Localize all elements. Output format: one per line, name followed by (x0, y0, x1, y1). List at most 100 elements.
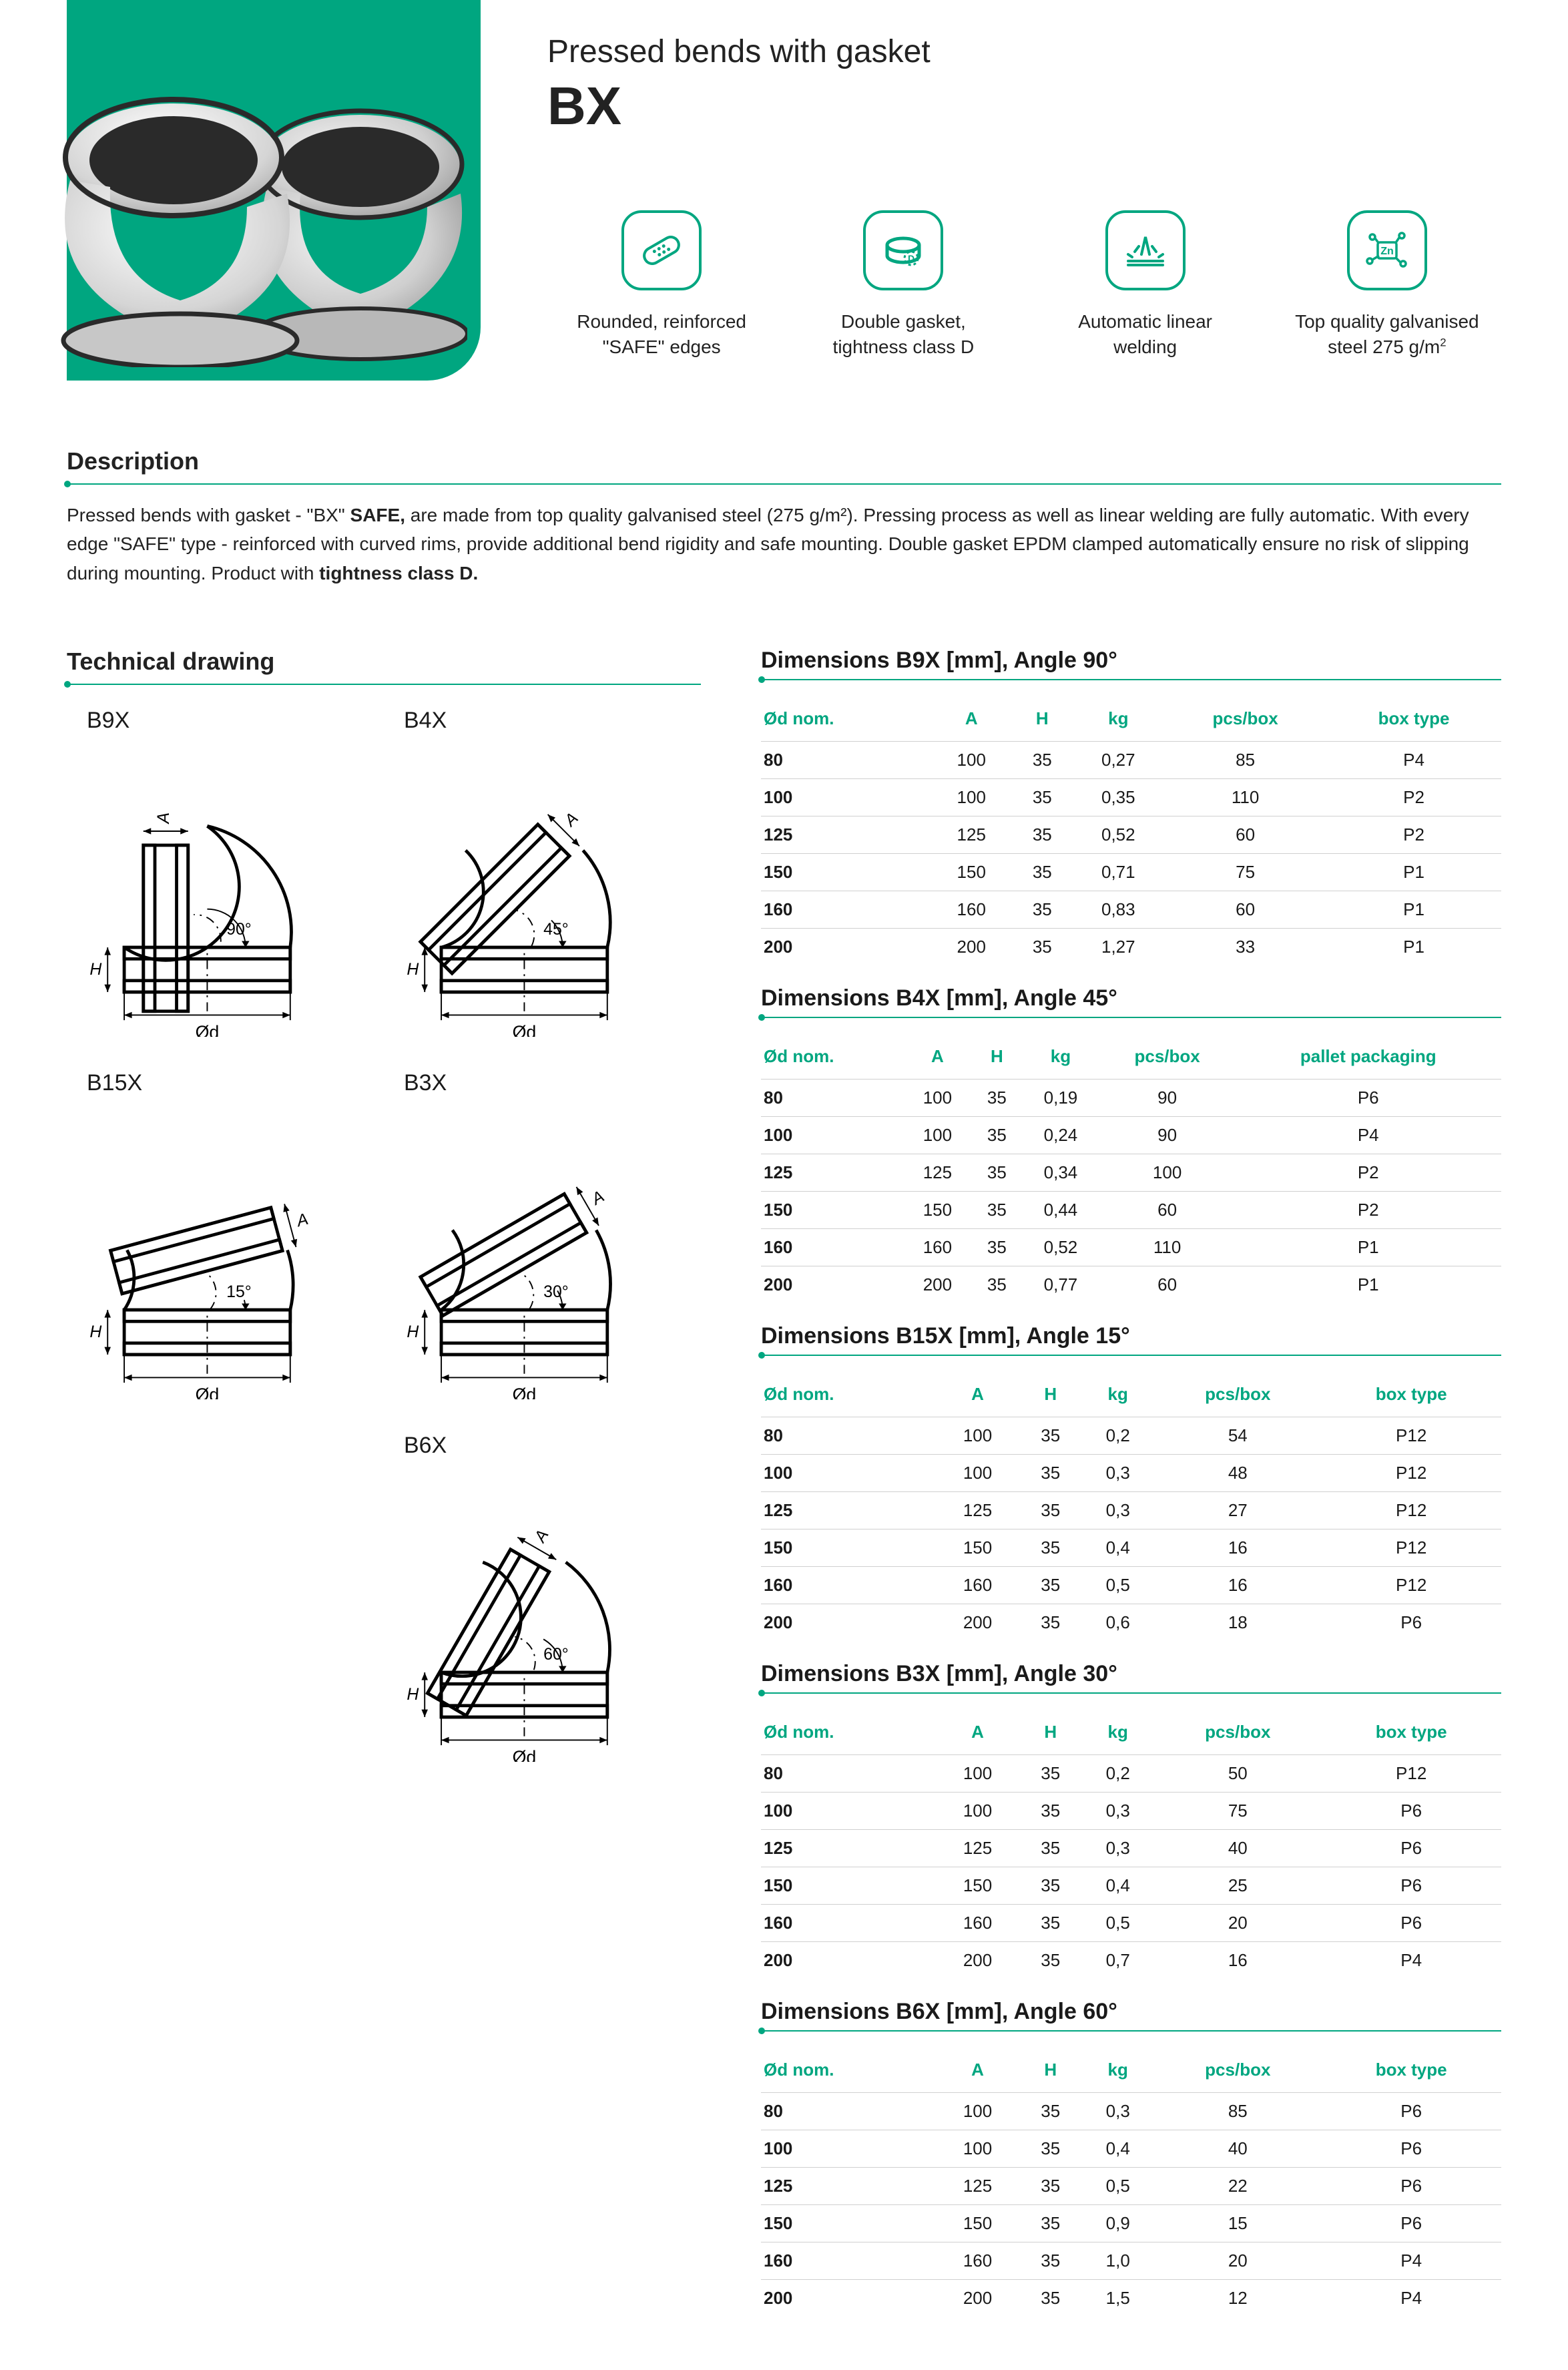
cell: 60 (1164, 891, 1326, 929)
cell: P1 (1235, 1266, 1501, 1304)
cell: P6 (1321, 1793, 1501, 1830)
cell: 18 (1154, 1604, 1321, 1642)
cell: P4 (1326, 742, 1501, 779)
table-row: 80100350,1990P6 (761, 1080, 1501, 1117)
cell: 125 (761, 2168, 936, 2205)
cell: 75 (1154, 1793, 1321, 1830)
cell: 33 (1164, 929, 1326, 966)
description-text: Pressed bends with gasket - "BX" SAFE, a… (67, 501, 1501, 587)
cell: 35 (1019, 1867, 1081, 1905)
col-header: Ød nom. (761, 1710, 936, 1755)
cell: 100 (931, 742, 1012, 779)
cell: 35 (972, 1192, 1023, 1229)
col-header: box type (1326, 696, 1501, 742)
hero-image-block (67, 0, 481, 381)
svg-text:D: D (908, 253, 914, 264)
cell: 35 (972, 1266, 1023, 1304)
cell: 16 (1154, 1942, 1321, 1979)
product-subtitle: Pressed bends with gasket (547, 33, 1501, 70)
drawing-label: B9X (87, 708, 384, 734)
table-row: 80100350,2785P4 (761, 742, 1501, 779)
svg-text:H: H (89, 960, 101, 979)
col-header: pallet packaging (1235, 1034, 1501, 1080)
header: Pressed bends with gasket BX (67, 0, 1501, 381)
cell: 0,44 (1022, 1192, 1099, 1229)
cell: 90 (1099, 1080, 1236, 1117)
cell: 0,83 (1072, 891, 1164, 929)
cell: 100 (936, 1755, 1020, 1793)
table-row: 200200351,2733P1 (761, 929, 1501, 966)
cell: 35 (1019, 1567, 1081, 1604)
col-header: pcs/box (1154, 1710, 1321, 1755)
cell: 160 (936, 2242, 1020, 2280)
cell: 150 (936, 2205, 1020, 2242)
cell: 35 (1012, 816, 1072, 854)
cell: 35 (1019, 1455, 1081, 1492)
col-header: kg (1081, 1372, 1154, 1417)
cell: P12 (1321, 1529, 1501, 1567)
col-header: box type (1321, 1372, 1501, 1417)
dimensions-table: Ød nom.AHkgpcs/boxbox type80100350,385P6… (761, 2048, 1501, 2317)
cell: 0,4 (1081, 1529, 1154, 1567)
svg-text:Ød: Ød (513, 1747, 537, 1762)
svg-text:A: A (587, 1187, 607, 1210)
cell: 150 (936, 1529, 1020, 1567)
cell: 200 (761, 1266, 903, 1304)
svg-text:45°: 45° (543, 920, 569, 939)
drawing-B9X: B9X 90° A H Ød (67, 701, 384, 1063)
cell: 100 (936, 1793, 1020, 1830)
cell: 20 (1154, 2242, 1321, 2280)
table-row: 160160350,516P12 (761, 1567, 1501, 1604)
drawing-B15X: B15X 15° A H Ød (67, 1063, 384, 1426)
drawings-grid: B9X 90° A H Ød B4X 45° (67, 701, 701, 1789)
feature-label: Double gasket, (841, 311, 966, 332)
table-row: 125125350,5260P2 (761, 816, 1501, 854)
safe-edges-icon (621, 210, 702, 290)
cell: P6 (1321, 1604, 1501, 1642)
svg-text:A: A (560, 809, 582, 831)
feature-label: welding (1113, 336, 1177, 357)
cell: 125 (936, 1830, 1020, 1867)
svg-text:H: H (407, 1323, 419, 1341)
col-header: Ød nom. (761, 1034, 903, 1080)
col-header: pcs/box (1154, 2048, 1321, 2093)
cell: 0,77 (1022, 1266, 1099, 1304)
cell: 160 (761, 891, 931, 929)
cell: 0,5 (1081, 1905, 1154, 1942)
cell: 0,3 (1081, 2093, 1154, 2130)
col-header: box type (1321, 1710, 1501, 1755)
col-header: kg (1081, 2048, 1154, 2093)
feature-label: steel 275 g/m2 (1328, 336, 1446, 357)
svg-text:A: A (530, 1527, 553, 1547)
col-header: H (972, 1034, 1023, 1080)
cell: 60 (1164, 816, 1326, 854)
cell: 35 (972, 1229, 1023, 1266)
table-row: 125125350,327P12 (761, 1492, 1501, 1529)
table-row: 200200350,618P6 (761, 1604, 1501, 1642)
col-header: H (1019, 1372, 1081, 1417)
table-row: 125125350,522P6 (761, 2168, 1501, 2205)
cell: 125 (761, 816, 931, 854)
cell: P6 (1321, 1905, 1501, 1942)
cell: 100 (761, 779, 931, 816)
table-row: 150150350,7175P1 (761, 854, 1501, 891)
cell: 35 (1012, 742, 1072, 779)
cell: 85 (1164, 742, 1326, 779)
cell: 35 (1019, 1755, 1081, 1793)
section-rule (761, 1017, 1501, 1018)
col-header: A (936, 2048, 1020, 2093)
table-row: 100100350,35110P2 (761, 779, 1501, 816)
cell: 0,3 (1081, 1492, 1154, 1529)
cell: 100 (936, 2093, 1020, 2130)
svg-text:Ød: Ød (196, 1385, 220, 1399)
drawing-B3X: B3X 30° A H Ød (384, 1063, 701, 1426)
cell: 160 (761, 1229, 903, 1266)
cell: 35 (1019, 1830, 1081, 1867)
cell: 100 (936, 1455, 1020, 1492)
cell: P12 (1321, 1492, 1501, 1529)
cell: P12 (1321, 1417, 1501, 1455)
col-header: kg (1022, 1034, 1099, 1080)
feature-label: Rounded, reinforced (577, 311, 746, 332)
cell: P2 (1326, 779, 1501, 816)
drawing-label: B4X (404, 708, 701, 734)
